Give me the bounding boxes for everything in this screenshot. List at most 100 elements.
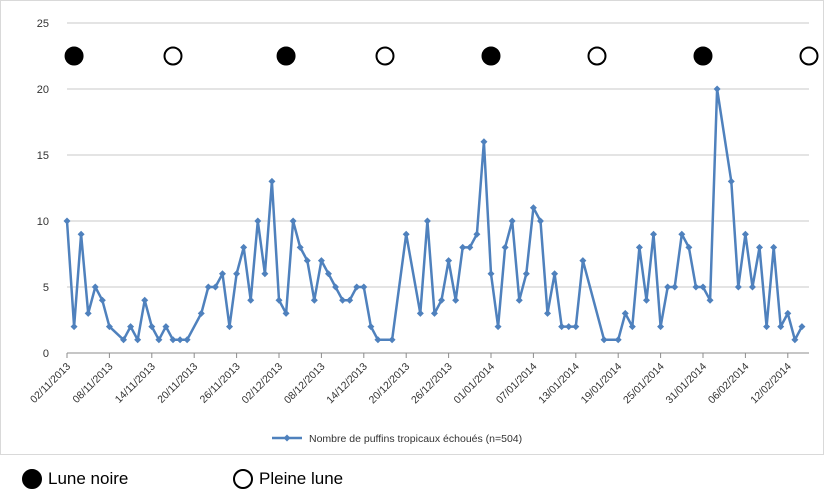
legend-series-label: Nombre de puffins tropicaux échoués (n=5… xyxy=(309,433,522,445)
key-full-moon: Pleine lune xyxy=(233,466,343,492)
data-point xyxy=(84,309,92,317)
data-point xyxy=(254,217,262,225)
moon-key: Lune noire Pleine lune xyxy=(0,466,827,495)
data-point xyxy=(303,257,311,265)
data-point xyxy=(678,230,686,238)
data-point xyxy=(579,257,587,265)
data-point xyxy=(515,296,523,304)
data-point xyxy=(494,323,502,331)
x-tick-label: 14/12/2013 xyxy=(324,361,370,407)
x-tick-label: 02/12/2013 xyxy=(239,361,285,407)
series-line xyxy=(65,87,804,342)
data-point xyxy=(642,296,650,304)
data-point xyxy=(551,270,559,278)
data-point xyxy=(275,296,283,304)
full-moon-marker xyxy=(799,46,819,66)
x-tick-label: 19/01/2014 xyxy=(579,361,625,407)
y-tick-label: 0 xyxy=(43,348,49,360)
data-point xyxy=(657,323,665,331)
data-point xyxy=(565,323,573,331)
full-moon-marker xyxy=(163,46,183,66)
data-point xyxy=(127,323,135,331)
data-point xyxy=(204,283,212,291)
x-tick-label: 31/01/2014 xyxy=(663,361,709,407)
legend: Nombre de puffins tropicaux échoués (n=5… xyxy=(272,433,522,445)
grid-lines xyxy=(67,22,809,354)
data-point xyxy=(438,296,446,304)
data-point xyxy=(261,270,269,278)
data-point xyxy=(268,177,276,185)
data-point xyxy=(282,309,290,317)
data-point xyxy=(120,336,128,344)
data-point xyxy=(529,204,537,212)
data-point xyxy=(63,217,71,225)
data-point xyxy=(798,323,806,331)
data-point xyxy=(91,283,99,291)
data-point xyxy=(105,323,113,331)
data-point xyxy=(430,309,438,317)
new-moon-icon xyxy=(22,469,42,489)
y-tick-label: 5 xyxy=(43,282,49,294)
data-point xyxy=(162,323,170,331)
new-moon-marker xyxy=(481,46,501,66)
data-point xyxy=(459,243,467,251)
x-tick-label: 08/12/2013 xyxy=(282,361,328,407)
data-point xyxy=(317,257,325,265)
line-chart: 0 5 10 15 20 25 02/11/201308/11/201314/11/201… xyxy=(28,18,819,445)
data-point xyxy=(544,309,552,317)
data-point xyxy=(445,257,453,265)
full-moon-icon xyxy=(233,469,253,489)
x-tick-label: 06/02/2014 xyxy=(706,361,752,407)
data-point xyxy=(501,243,509,251)
x-tick-label: 14/11/2013 xyxy=(113,361,158,406)
data-point xyxy=(791,336,799,344)
data-point xyxy=(169,336,177,344)
data-point xyxy=(197,309,205,317)
new-moon-marker xyxy=(276,46,296,66)
data-point xyxy=(233,270,241,278)
data-point xyxy=(784,309,792,317)
data-point xyxy=(734,283,742,291)
data-point xyxy=(240,243,248,251)
x-tick-label: 20/11/2013 xyxy=(155,361,200,406)
y-tick-label: 20 xyxy=(37,84,49,96)
data-point xyxy=(183,336,191,344)
legend-diamond-marker xyxy=(283,434,291,442)
data-point xyxy=(487,270,495,278)
data-point xyxy=(756,243,764,251)
data-point xyxy=(360,283,368,291)
data-point xyxy=(247,296,255,304)
data-point xyxy=(777,323,785,331)
key-new-moon: Lune noire xyxy=(22,466,128,492)
data-point xyxy=(353,283,361,291)
data-point xyxy=(388,336,396,344)
data-point xyxy=(98,296,106,304)
data-point xyxy=(346,296,354,304)
data-point xyxy=(226,323,234,331)
data-point xyxy=(699,283,707,291)
x-tick-label: 12/02/2014 xyxy=(748,361,794,407)
data-point xyxy=(70,323,78,331)
x-tick-label: 01/01/2014 xyxy=(451,361,497,407)
new-moon-marker xyxy=(693,46,713,66)
data-point xyxy=(706,296,714,304)
data-point xyxy=(211,283,219,291)
data-point xyxy=(473,230,481,238)
data-point xyxy=(141,296,149,304)
data-point xyxy=(296,243,304,251)
x-tick-label: 26/11/2013 xyxy=(198,361,243,406)
data-point xyxy=(770,243,778,251)
data-point xyxy=(332,283,340,291)
data-point xyxy=(671,283,679,291)
full-moon-label: Pleine lune xyxy=(259,469,344,488)
x-tick-label: 25/01/2014 xyxy=(621,361,667,407)
data-point xyxy=(77,230,85,238)
new-moon-marker xyxy=(64,46,84,66)
data-point xyxy=(628,323,636,331)
data-point xyxy=(416,309,424,317)
moon-markers xyxy=(64,46,819,66)
data-point xyxy=(763,323,771,331)
data-point xyxy=(600,336,608,344)
data-point xyxy=(522,270,530,278)
data-point xyxy=(536,217,544,225)
